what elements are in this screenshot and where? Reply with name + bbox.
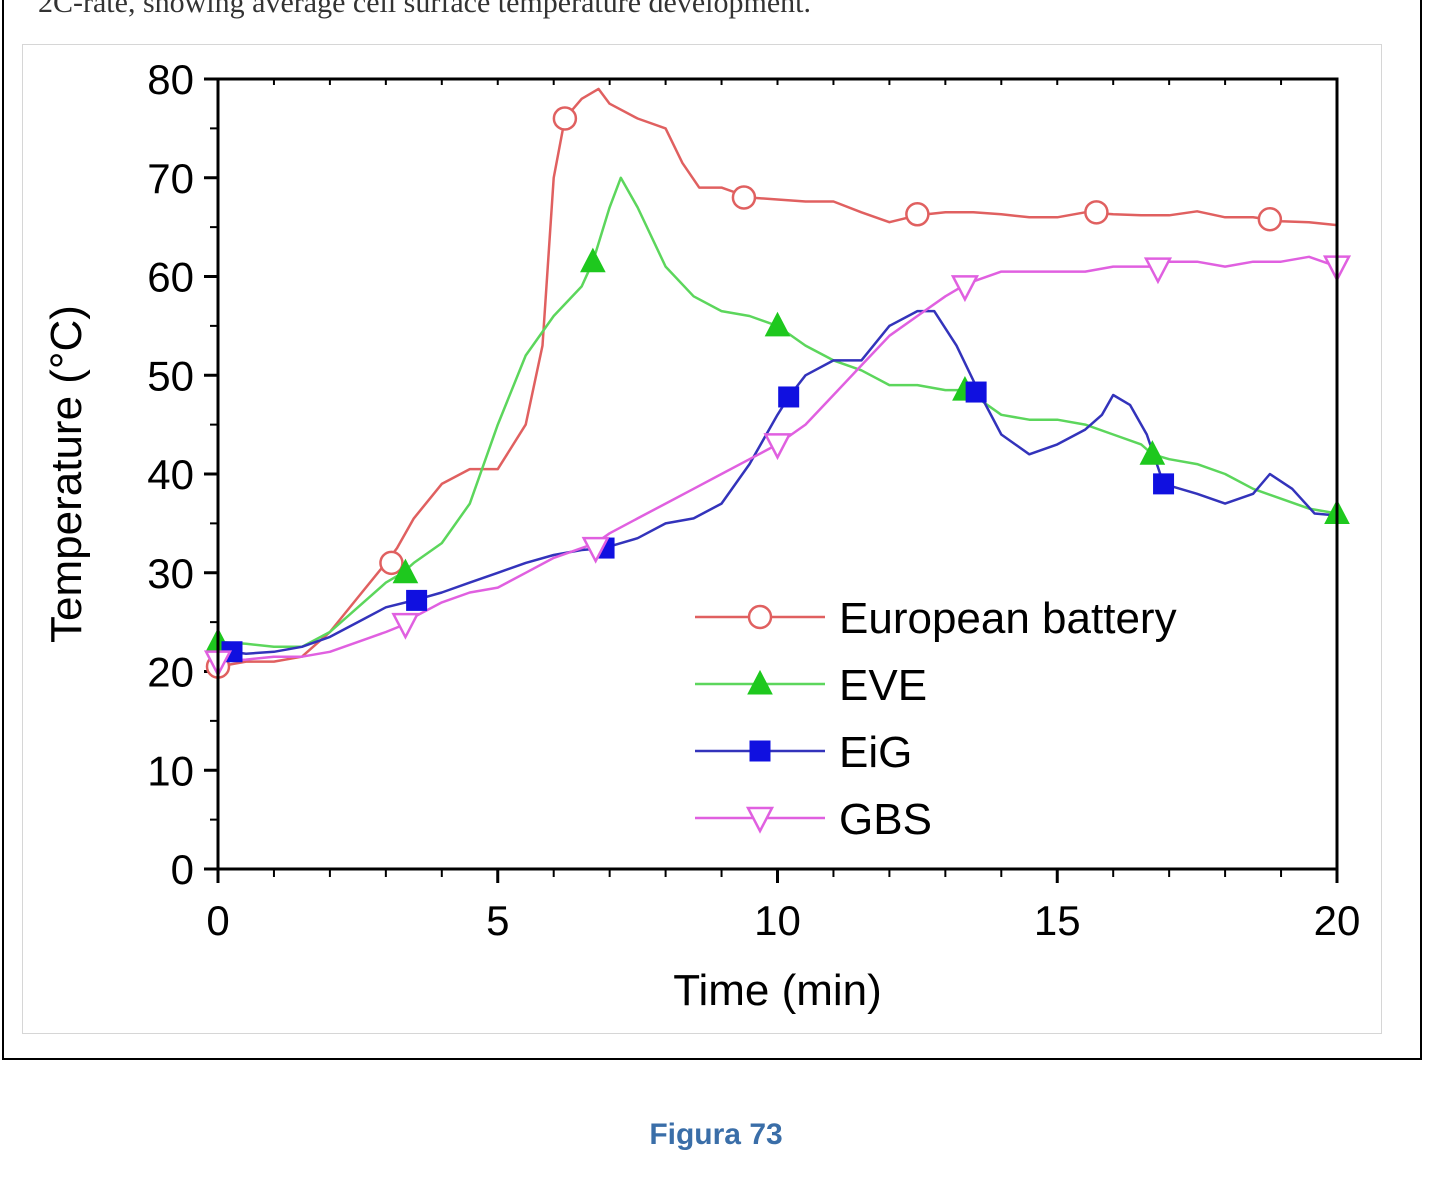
series-marker-0 [552,106,578,131]
legend-label-0: European battery [839,594,1177,643]
series-marker-1 [764,311,791,337]
legend-marker-1 [747,669,773,695]
series-marker-1 [580,247,606,273]
x-tick-label: 15 [1034,897,1081,944]
x-tick-label: 10 [754,897,801,944]
series-line-1 [217,176,1338,649]
series-marker-0 [905,202,930,227]
legend-label-2: EiG [839,728,912,777]
series-marker-3 [581,536,610,564]
y-tick-label: 10 [147,747,194,794]
figure-caption: 2C-rate, showing average cell surface te… [38,0,811,19]
series-marker-2 [1153,473,1175,495]
y-tick-label: 60 [147,254,194,301]
series-marker-2 [406,589,428,611]
x-tick-label: 0 [206,897,229,944]
figure-number: Figura 73 [649,1118,783,1151]
series-lines [217,87,1338,668]
y-axis-title: Temperature (°C) [42,305,91,643]
y-tick-label: 80 [147,56,194,103]
tick-labels: 0 10 20 30 40 50 60 70 80 0 5 10 15 20 [147,56,1360,944]
y-tick-label: 30 [147,550,194,597]
y-tick-label: 0 [171,846,194,893]
temperature-chart: 0 10 20 30 40 50 60 70 80 0 5 10 15 20 Time (min) Tem… [42,56,1360,1015]
series-line-0 [217,87,1338,668]
series-marker-1 [1139,440,1166,465]
legend-marker-2 [749,740,771,762]
legend-label-3: GBS [839,795,932,844]
series-marker-3 [950,275,979,303]
series-marker-2 [778,386,800,408]
series-marker-3 [391,612,420,640]
series-markers [203,106,1352,679]
plot-area-frame [216,77,1339,871]
y-tick-label: 40 [147,451,194,498]
series-marker-0 [1084,200,1109,225]
legend-marker-0 [747,604,773,630]
y-tick-label: 20 [147,649,194,696]
series-marker-3 [1143,257,1173,285]
series-marker-0 [731,185,757,210]
series-marker-1 [392,558,419,584]
x-axis-title: Time (min) [673,966,882,1015]
series-marker-2 [965,381,987,403]
chart-legend: European battery EVE EiG GBS [695,594,1177,844]
y-tick-label: 70 [147,155,194,202]
x-tick-label: 5 [486,897,509,944]
y-tick-label: 50 [147,352,194,399]
series-marker-3 [763,433,792,461]
series-marker-0 [379,550,404,576]
legend-marker-3 [745,806,775,834]
x-tick-label: 20 [1314,897,1361,944]
chart-container: 0 10 20 30 40 50 60 70 80 0 5 10 15 20 Time (min) Tem… [22,44,1382,1034]
legend-label-1: EVE [839,661,927,710]
series-marker-0 [1257,206,1283,232]
